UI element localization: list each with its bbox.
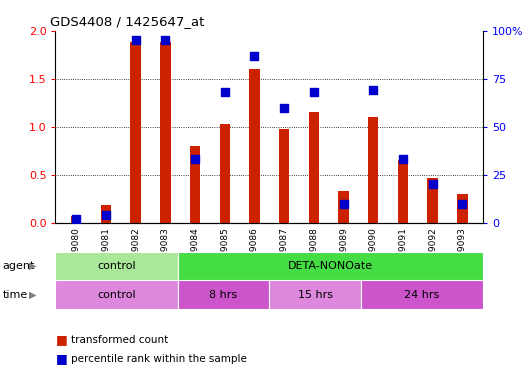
Bar: [190, 146, 200, 223]
Point: [221, 89, 229, 95]
Point: [399, 156, 407, 162]
Point: [161, 37, 169, 43]
Text: 15 hrs: 15 hrs: [298, 290, 333, 300]
Point: [131, 37, 140, 43]
Text: control: control: [97, 290, 136, 300]
Text: ▶: ▶: [29, 261, 36, 271]
Bar: [55, 252, 177, 280]
Point: [191, 156, 199, 162]
Bar: [249, 69, 260, 223]
Point: [309, 89, 318, 95]
Bar: [177, 280, 269, 309]
Bar: [269, 280, 361, 309]
Text: control: control: [97, 261, 136, 271]
Point: [280, 104, 288, 111]
Bar: [428, 178, 438, 223]
Text: percentile rank within the sample: percentile rank within the sample: [71, 354, 247, 364]
Bar: [457, 194, 467, 223]
Text: GDS4408 / 1425647_at: GDS4408 / 1425647_at: [50, 15, 204, 28]
Bar: [101, 205, 111, 223]
Bar: [177, 252, 483, 280]
Bar: [130, 42, 141, 223]
Bar: [160, 42, 171, 223]
Text: ■: ■: [55, 353, 67, 366]
Bar: [338, 191, 348, 223]
Point: [369, 87, 378, 93]
Text: transformed count: transformed count: [71, 335, 168, 345]
Bar: [309, 113, 319, 223]
Text: agent: agent: [3, 261, 35, 271]
Bar: [220, 124, 230, 223]
Bar: [398, 161, 408, 223]
Point: [250, 53, 259, 59]
Text: time: time: [3, 290, 28, 300]
Bar: [55, 280, 177, 309]
Bar: [368, 117, 379, 223]
Text: DETA-NONOate: DETA-NONOate: [288, 261, 373, 271]
Point: [428, 181, 437, 187]
Point: [72, 216, 80, 222]
Text: 8 hrs: 8 hrs: [210, 290, 238, 300]
Bar: [279, 129, 289, 223]
Point: [458, 200, 467, 207]
Text: ■: ■: [55, 333, 67, 346]
Point: [102, 212, 110, 218]
Text: ▶: ▶: [29, 290, 36, 300]
Point: [340, 200, 348, 207]
Bar: [361, 280, 483, 309]
Bar: [71, 216, 81, 223]
Text: 24 hrs: 24 hrs: [404, 290, 440, 300]
